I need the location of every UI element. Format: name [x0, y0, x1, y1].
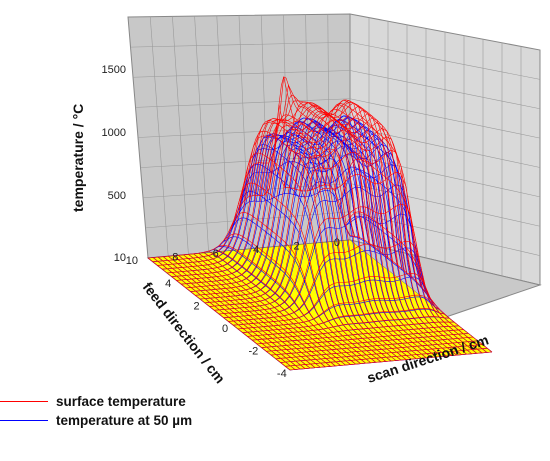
series-surface-temperature	[147, 76, 493, 371]
x-tick--2: -2	[249, 345, 259, 357]
y-tick-2: 2	[293, 241, 299, 253]
z-tick-1000: 1000	[102, 127, 126, 139]
x-tick-2: 2	[194, 301, 200, 313]
y-tick-10: 10	[126, 255, 138, 267]
x-tick--4: -4	[277, 368, 287, 380]
y-tick-8: 8	[172, 251, 178, 263]
x-tick-4: 4	[165, 278, 171, 290]
temperature-surface	[147, 76, 493, 371]
z-tick-10: 10	[114, 252, 126, 264]
legend: surface temperature temperature at 50 µm	[0, 392, 260, 430]
x-tick-0: 0	[222, 323, 228, 335]
y-tick-4: 4	[253, 244, 259, 256]
axis-ticks: 10 500 1000 1500 0 2 4 6 8 10 4 2 0 -2 -4	[102, 64, 340, 380]
y-tick-0: 0	[334, 237, 340, 249]
legend-item-surface: surface temperature	[0, 392, 260, 411]
legend-swatch-surface	[0, 401, 48, 402]
legend-label-50um: temperature at 50 µm	[56, 413, 193, 428]
z-axis-label: temperature / °C	[70, 104, 86, 212]
y-tick-6: 6	[213, 248, 219, 260]
z-tick-1500: 1500	[102, 64, 126, 76]
z-tick-500: 500	[108, 190, 126, 202]
legend-item-50um: temperature at 50 µm	[0, 411, 260, 430]
legend-swatch-50um	[0, 420, 48, 421]
legend-label-surface: surface temperature	[56, 394, 186, 409]
back-wall-left	[127, 13, 351, 259]
